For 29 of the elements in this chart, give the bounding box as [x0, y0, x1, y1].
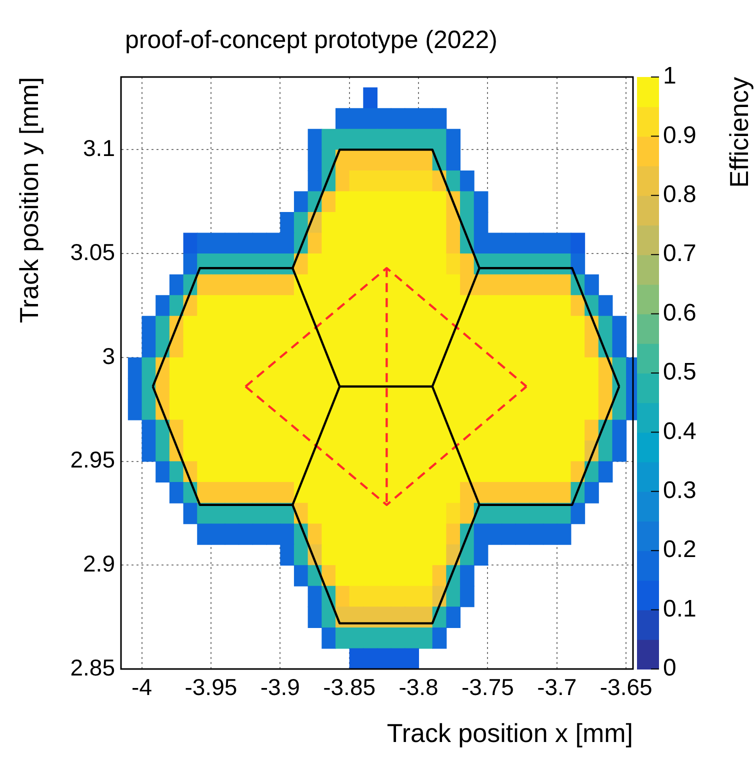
chart-title: proof-of-concept prototype (2022)	[125, 26, 498, 54]
x-axis-title: Track position x [mm]	[386, 718, 633, 748]
x-tick-label: -3.85	[323, 674, 376, 700]
color-bar-label: 0.4	[663, 418, 696, 445]
x-tick-label: -3.7	[537, 674, 577, 700]
color-bar-label: 0.8	[663, 181, 696, 208]
x-tick-label: -3.65	[600, 674, 652, 700]
color-bar-label: 1	[663, 62, 676, 90]
y-axis-title: Track position y [mm]	[14, 77, 44, 324]
color-bar-label: 0.5	[663, 358, 696, 386]
x-tick-label: -3.95	[184, 674, 238, 700]
color-bar-label: 0.3	[663, 477, 696, 504]
color-bar-label: 0.6	[663, 299, 696, 326]
color-bar-label: 0.9	[663, 122, 696, 149]
color-bar-label: 0	[663, 654, 676, 682]
color-bar-title: Efficiency	[724, 77, 754, 188]
y-tick-label: 3.1	[83, 135, 115, 162]
y-tick-label: 2.95	[70, 446, 115, 473]
x-tick-label: -3.75	[461, 674, 514, 700]
x-tick-label: -3.9	[260, 674, 300, 700]
y-tick-label: 2.9	[83, 550, 115, 576]
x-tick-label: -3.8	[398, 674, 438, 700]
y-tick-label: 3.05	[70, 238, 115, 265]
x-tick-label: -4	[132, 674, 152, 700]
y-tick-label: 2.85	[70, 654, 115, 680]
color-bar-label: 0.7	[663, 240, 696, 268]
color-bar-label: 0.2	[663, 536, 696, 564]
y-tick-label: 3	[102, 342, 115, 369]
color-bar-label: 0.1	[663, 595, 696, 622]
